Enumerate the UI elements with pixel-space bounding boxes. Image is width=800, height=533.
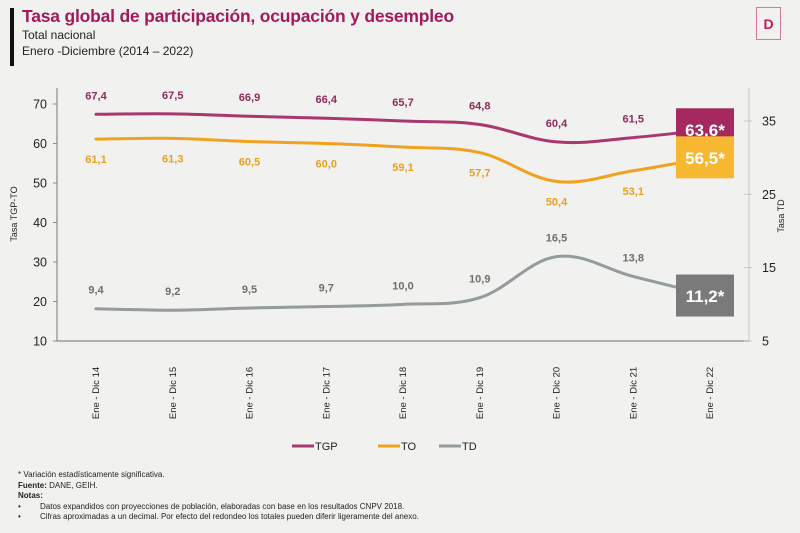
y-tick-label: 40 (33, 216, 47, 230)
header-accent-bar (10, 8, 14, 66)
data-label-to: 61,3 (162, 153, 183, 165)
source-line: Fuente: DANE, GEIH. (18, 481, 419, 492)
series-line-td (94, 254, 712, 312)
series-line-to (94, 136, 712, 184)
highlight-label-to: 56,5* (685, 149, 725, 168)
data-label-td: 10,9 (469, 274, 490, 286)
data-label-tgp: 61,5 (623, 114, 644, 126)
y-tick-label: 10 (33, 335, 47, 349)
data-label-td: 9,4 (88, 285, 104, 297)
chart-subtitle-period: Enero -Diciembre (2014 – 2022) (22, 44, 194, 58)
highlight-box-to (676, 136, 734, 179)
y2-axis-title: Tasa TD (776, 199, 786, 233)
data-label-td: 10,0 (392, 280, 413, 292)
data-label-to: 61,1 (85, 154, 106, 166)
y-axis-title: Tasa TGP-TO (9, 186, 19, 241)
x-tick-label: Ene - Dic 14 (91, 367, 102, 419)
y2-tick-label: 15 (762, 261, 776, 275)
x-tick-label: Ene - Dic 15 (168, 367, 179, 419)
significance-note: * Variación estadísticamente significati… (18, 470, 165, 479)
data-label-tgp: 64,8 (469, 101, 490, 113)
y-tick-label: 60 (33, 137, 47, 151)
legend-label-tgp: TGP (315, 441, 338, 453)
x-tick-label: Ene - Dic 22 (705, 367, 716, 419)
y-tick-label: 30 (33, 256, 47, 270)
data-label-tgp: 66,4 (316, 94, 338, 106)
highlight-box-td (676, 274, 734, 317)
x-tick-label: Ene - Dic 20 (552, 367, 563, 419)
notes-label: Notas: (18, 491, 43, 500)
y2-tick-label: 25 (762, 188, 776, 202)
x-tick-label: Ene - Dic 17 (321, 367, 332, 419)
legend-label-to: TO (401, 441, 417, 453)
data-label-tgp: 67,5 (162, 90, 183, 102)
data-label-td: 9,5 (242, 284, 257, 296)
note-item: • Datos expandidos con proyecciones de po… (18, 501, 405, 511)
data-label-to: 53,1 (623, 186, 644, 198)
logo-letter: D (763, 15, 774, 32)
data-label-tgp: 66,9 (239, 92, 260, 104)
chart-subtitle-scope: Total nacional (22, 28, 96, 42)
legend-label-td: TD (462, 441, 477, 453)
data-label-tgp: 60,4 (546, 118, 568, 130)
data-label-to: 57,7 (469, 168, 490, 180)
highlight-label-tgp: 63,6* (685, 121, 725, 140)
series-line-tgp (94, 112, 712, 145)
y2-tick-label: 5 (762, 335, 769, 349)
data-label-td: 9,7 (319, 283, 334, 295)
chart-title: Tasa global de participación, ocupación … (22, 6, 454, 26)
x-tick-label: Ene - Dic 18 (398, 367, 409, 419)
dane-logo-icon: D (756, 7, 781, 40)
chart-footer: * Variación estadísticamente significati… (18, 470, 419, 523)
y2-tick-label: 35 (762, 115, 776, 129)
line-chart: 10 20 30 40 50 60 70 5 15 25 35 Tasa TGP-TO Tasa TD E… (9, 88, 786, 453)
data-label-to: 50,4 (546, 196, 568, 208)
data-label-to: 60,5 (239, 157, 260, 169)
data-label-tgp: 65,7 (392, 97, 413, 109)
data-label-tgp: 67,4 (85, 90, 107, 102)
highlight-label-td: 11,2* (686, 287, 725, 306)
y-tick-label: 20 (33, 295, 47, 309)
data-label-td: 13,8 (623, 252, 644, 264)
x-tick-label: Ene - Dic 16 (245, 367, 256, 419)
x-tick-label: Ene - Dic 21 (628, 367, 639, 419)
source-text: DANE, GEIH. (46, 480, 98, 490)
data-label-to: 59,1 (392, 162, 413, 174)
y-tick-label: 70 (33, 98, 47, 112)
data-label-to: 60,0 (316, 159, 337, 171)
data-label-td: 16,5 (546, 233, 567, 245)
y-tick-label: 50 (33, 177, 47, 191)
note-item: • Cifras aproximadas a un decimal. Por ef… (18, 512, 419, 521)
source-label: Fuente: (18, 480, 47, 490)
x-tick-label: Ene - Dic 19 (475, 367, 486, 419)
data-label-td: 9,2 (165, 286, 180, 298)
